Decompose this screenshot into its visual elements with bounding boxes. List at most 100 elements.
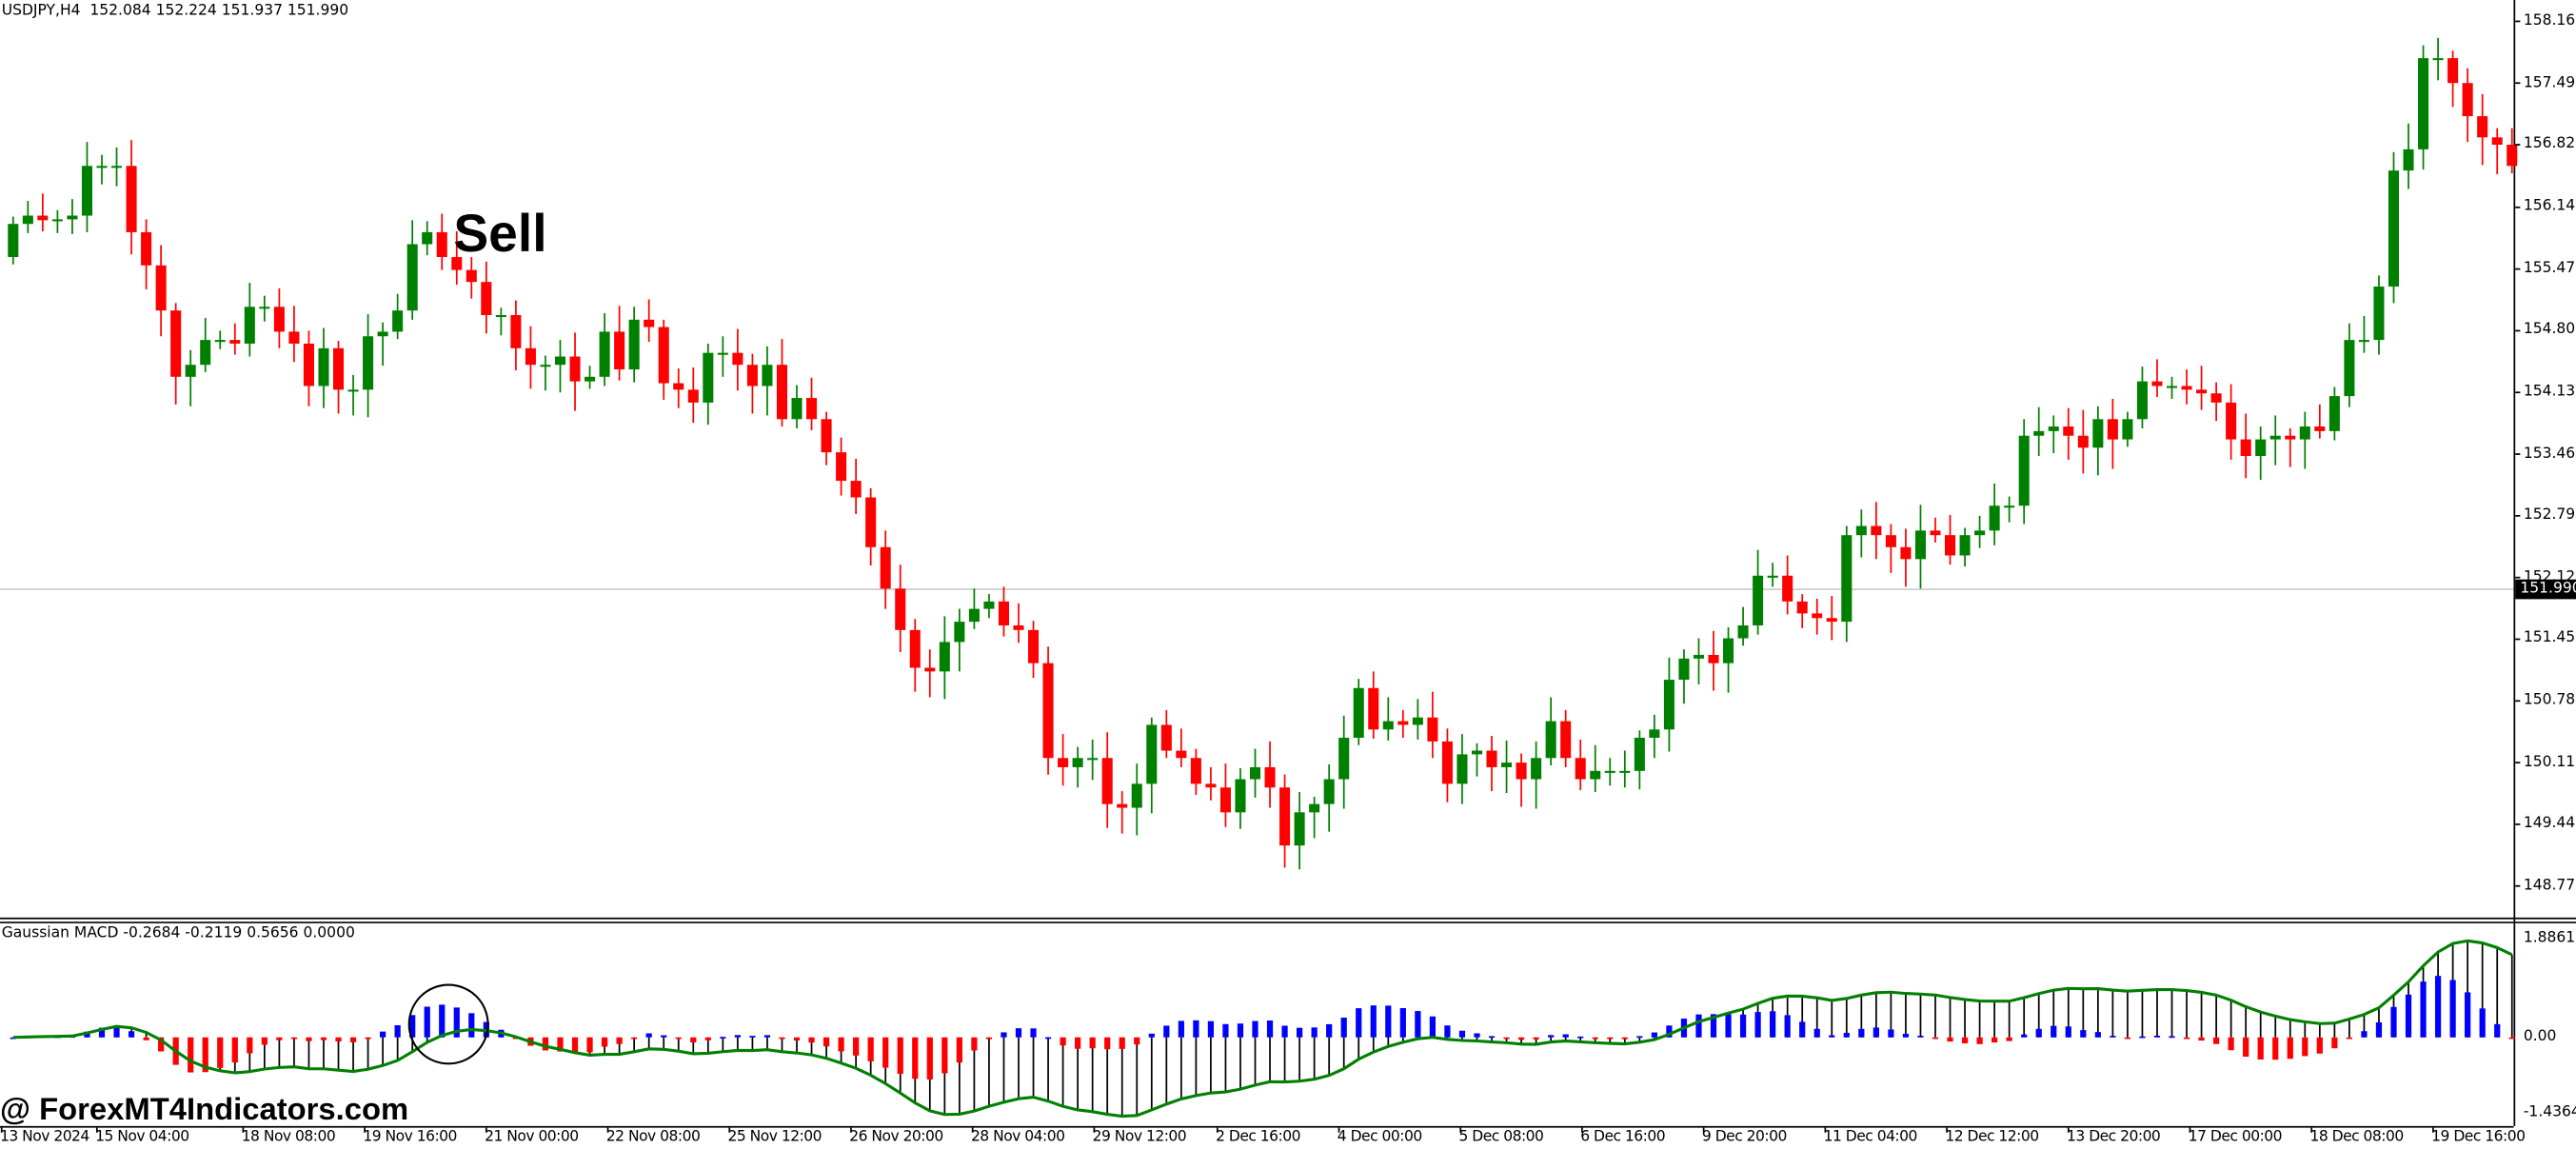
bear-candle: [2491, 137, 2503, 146]
histogram-bar-up: [1858, 1028, 1865, 1038]
histogram-bar-down: [1976, 1037, 1983, 1044]
bear-candle: [2107, 419, 2118, 440]
histogram-bar-down: [853, 1037, 860, 1056]
histogram-bar-up: [1044, 1037, 1052, 1040]
bull-candle: [1989, 505, 2000, 531]
price-label: 149.440: [2523, 816, 2576, 833]
histogram-bar-up: [84, 1031, 90, 1038]
time-label: 18 Dec 08:00: [2309, 1129, 2404, 1146]
bear-candle: [1782, 575, 1793, 602]
histogram-bar-up: [453, 1007, 460, 1038]
bull-candle: [8, 224, 19, 258]
histogram-bar-up: [1015, 1028, 1022, 1038]
histogram-bar-up: [1311, 1027, 1318, 1038]
price-label: 156.140: [2523, 199, 2576, 216]
time-label: 25 Nov 12:00: [727, 1129, 822, 1146]
price-label: 151.450: [2523, 630, 2576, 648]
bull-candle: [214, 340, 226, 343]
bull-candle: [1146, 724, 1158, 784]
histogram-bar-up: [1030, 1028, 1037, 1038]
bull-candle: [1235, 779, 1246, 813]
bull-candle: [717, 352, 728, 355]
bull-candle: [22, 215, 33, 225]
bear-candle: [229, 340, 241, 344]
bear-candle: [1796, 601, 1808, 614]
histogram-bar-down: [557, 1037, 564, 1052]
price-label: 158.160: [2523, 12, 2576, 30]
histogram-bar-up: [2065, 1026, 2071, 1038]
price-label: 153.460: [2523, 446, 2576, 463]
histogram-bar-down: [217, 1037, 224, 1068]
bear-candle: [746, 365, 758, 386]
bull-candle: [1753, 575, 1764, 625]
bear-candle: [2210, 393, 2222, 403]
price-label: 150.780: [2523, 692, 2576, 709]
macd-signal-line: [12, 939, 2513, 1119]
histogram-bar-down: [822, 1037, 830, 1047]
histogram-bar-up: [1577, 1036, 1584, 1039]
time-label: 21 Nov 00:00: [485, 1129, 579, 1146]
bull-candle: [347, 389, 359, 392]
bull-candle: [1634, 738, 1645, 771]
bull-candle: [1974, 530, 1986, 536]
time-label: 5 Dec 08:00: [1458, 1129, 1544, 1146]
bull-candle: [585, 376, 596, 382]
histogram-bar-down: [631, 1037, 638, 1040]
bear-candle: [332, 347, 345, 390]
histogram-bar-up: [439, 1004, 446, 1038]
histogram-bar-down: [838, 1037, 844, 1052]
bull-candle: [1338, 738, 1350, 780]
bull-candle: [2388, 170, 2400, 287]
histogram-bar-up: [1252, 1020, 1258, 1038]
bull-candle: [1959, 535, 1971, 556]
bull-candle: [1294, 812, 1305, 846]
histogram-bar-up: [1281, 1025, 1288, 1038]
bull-candle: [200, 340, 211, 366]
bear-candle: [126, 166, 137, 232]
histogram-bar-up: [468, 1013, 475, 1038]
time-label: 28 Nov 04:00: [970, 1129, 1065, 1146]
histogram-bar-down: [158, 1037, 165, 1052]
bull-candle: [2048, 426, 2059, 431]
histogram-bar-up: [1237, 1023, 1244, 1038]
histogram-bar-down: [1592, 1037, 1598, 1040]
histogram-bar-up: [1163, 1025, 1170, 1038]
bear-candle: [880, 546, 891, 589]
bear-candle: [141, 231, 152, 266]
histogram-bar-down: [912, 1037, 919, 1080]
bear-candle: [303, 343, 314, 386]
bull-candle: [392, 310, 404, 332]
histogram-bar-up: [1326, 1023, 1333, 1038]
bull-candle: [1501, 763, 1513, 767]
histogram-bar-up: [1725, 1014, 1732, 1038]
histogram-bar-up: [1562, 1034, 1569, 1038]
bull-candle: [628, 319, 640, 370]
indicator-scale-label: 0.00: [2523, 1029, 2557, 1046]
bull-candle: [1412, 717, 1423, 725]
bull-candle: [2033, 430, 2045, 436]
bear-candle: [1441, 741, 1453, 784]
bear-candle: [170, 310, 182, 377]
histogram-bar-down: [261, 1037, 268, 1045]
histogram-bar-up: [2405, 994, 2412, 1038]
histogram-bar-up: [1710, 1014, 1717, 1038]
bear-candle: [1575, 758, 1586, 780]
bear-candle: [1176, 750, 1187, 759]
bull-candle: [983, 601, 995, 609]
bull-candle: [2092, 419, 2104, 448]
histogram-bar-up: [2153, 1035, 2161, 1038]
histogram-bar-down: [349, 1037, 357, 1042]
bear-candle: [1826, 618, 1837, 623]
bull-candle: [1678, 658, 1690, 681]
histogram-bar-up: [645, 1033, 652, 1038]
histogram-bar-down: [1104, 1037, 1111, 1050]
bull-candle: [1382, 721, 1394, 730]
histogram-bar-down: [1503, 1037, 1510, 1040]
histogram-bar-up: [1799, 1021, 1806, 1038]
bull-candle: [2018, 435, 2030, 506]
time-label: 4 Dec 00:00: [1337, 1129, 1422, 1146]
histogram-bar-up: [1739, 1014, 1747, 1038]
histogram-bar-up: [2390, 1006, 2397, 1038]
